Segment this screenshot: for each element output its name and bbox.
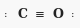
Text: O: O bbox=[52, 8, 63, 20]
Text: ≡: ≡ bbox=[35, 7, 45, 20]
Text: C: C bbox=[17, 8, 27, 20]
Text: :: : bbox=[71, 10, 75, 18]
Text: :: : bbox=[4, 10, 7, 18]
